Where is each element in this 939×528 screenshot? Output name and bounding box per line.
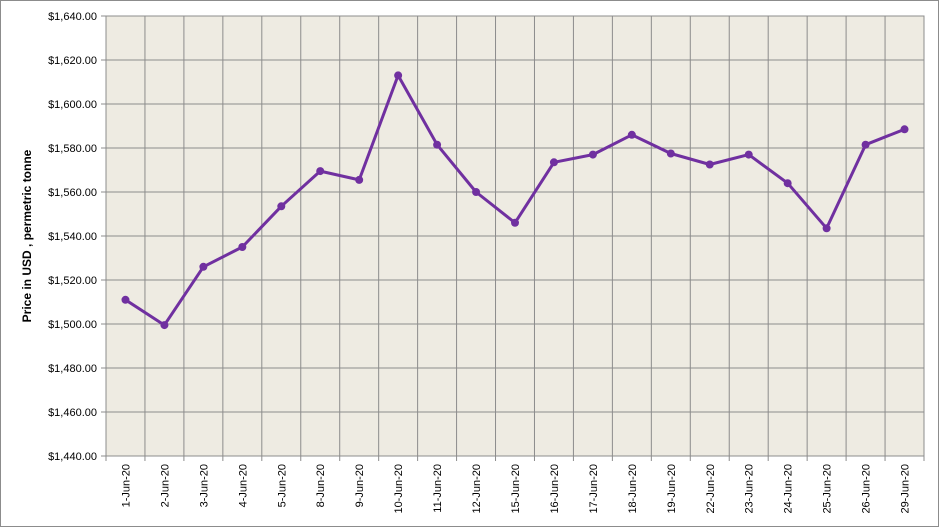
x-tick-label: 9-Jun-20 (354, 464, 366, 507)
x-tick-label: 29-Jun-20 (900, 464, 912, 514)
x-tick-label: 8-Jun-20 (315, 464, 327, 507)
x-tick-label: 11-Jun-20 (432, 464, 444, 513)
x-tick-label: 12-Jun-20 (471, 464, 483, 514)
data-point (588, 150, 597, 159)
y-tick-label: $1,480.00 (48, 363, 97, 375)
data-point (472, 188, 481, 196)
x-tick-label: 15-Jun-20 (510, 464, 522, 514)
data-point (900, 125, 909, 134)
x-tick-label: 24-Jun-20 (783, 464, 795, 514)
grid-lines (101, 15, 925, 461)
y-tick-label: $1,460.00 (48, 407, 97, 419)
x-tick-label: 25-Jun-20 (822, 464, 834, 514)
x-tick-label: 16-Jun-20 (549, 464, 561, 514)
data-point (394, 71, 403, 80)
y-tick-label: $1,620.00 (48, 55, 97, 67)
y-tick-label: $1,500.00 (48, 319, 97, 331)
y-tick-label: $1,640.00 (48, 11, 97, 23)
y-tick-label: $1,520.00 (48, 275, 97, 287)
x-tick-label: 3-Jun-20 (198, 464, 210, 507)
x-axis-tick-labels: 1-Jun-20 2-Jun-20 3-Jun-20 4-Jun-20 5-Jun-20… (120, 464, 911, 514)
x-tick-label: 18-Jun-20 (627, 464, 639, 514)
data-point (783, 179, 792, 188)
x-tick-label: 22-Jun-20 (705, 464, 717, 514)
x-tick-label: 2-Jun-20 (159, 464, 171, 507)
y-axis-tick-labels: $1,440.00 $1,460.00 $1,480.00 $1,500.00 $1,5… (48, 11, 97, 463)
data-point (549, 158, 558, 167)
data-point (861, 140, 870, 149)
data-point (238, 243, 247, 251)
x-tick-label: 5-Jun-20 (276, 464, 288, 507)
x-tick-label: 19-Jun-20 (666, 464, 678, 514)
y-axis-title: Price in USD , permetric tonne (20, 149, 34, 322)
y-tick-label: $1,560.00 (48, 187, 97, 199)
data-point (433, 140, 442, 149)
x-tick-label: 17-Jun-20 (588, 464, 600, 514)
x-tick-label: 26-Jun-20 (861, 464, 873, 514)
data-point (355, 175, 364, 184)
x-tick-label: 4-Jun-20 (237, 464, 249, 507)
data-point (705, 160, 714, 169)
data-point (744, 150, 753, 159)
y-tick-label: $1,540.00 (48, 231, 97, 243)
data-point (199, 262, 208, 271)
data-point (316, 167, 325, 176)
y-tick-label: $1,600.00 (48, 99, 97, 111)
y-tick-label: $1,580.00 (48, 143, 97, 155)
data-point (121, 295, 130, 304)
x-tick-label: 10-Jun-20 (393, 464, 405, 514)
data-point (160, 321, 169, 330)
data-point (511, 218, 519, 227)
y-tick-label: $1,440.00 (48, 451, 97, 463)
data-point (822, 224, 831, 233)
data-point (277, 202, 286, 211)
data-points (121, 71, 909, 330)
x-tick-label: 23-Jun-20 (744, 464, 756, 514)
data-point (666, 149, 675, 158)
data-point (627, 130, 636, 139)
x-tick-label: 1-Jun-20 (120, 464, 132, 507)
